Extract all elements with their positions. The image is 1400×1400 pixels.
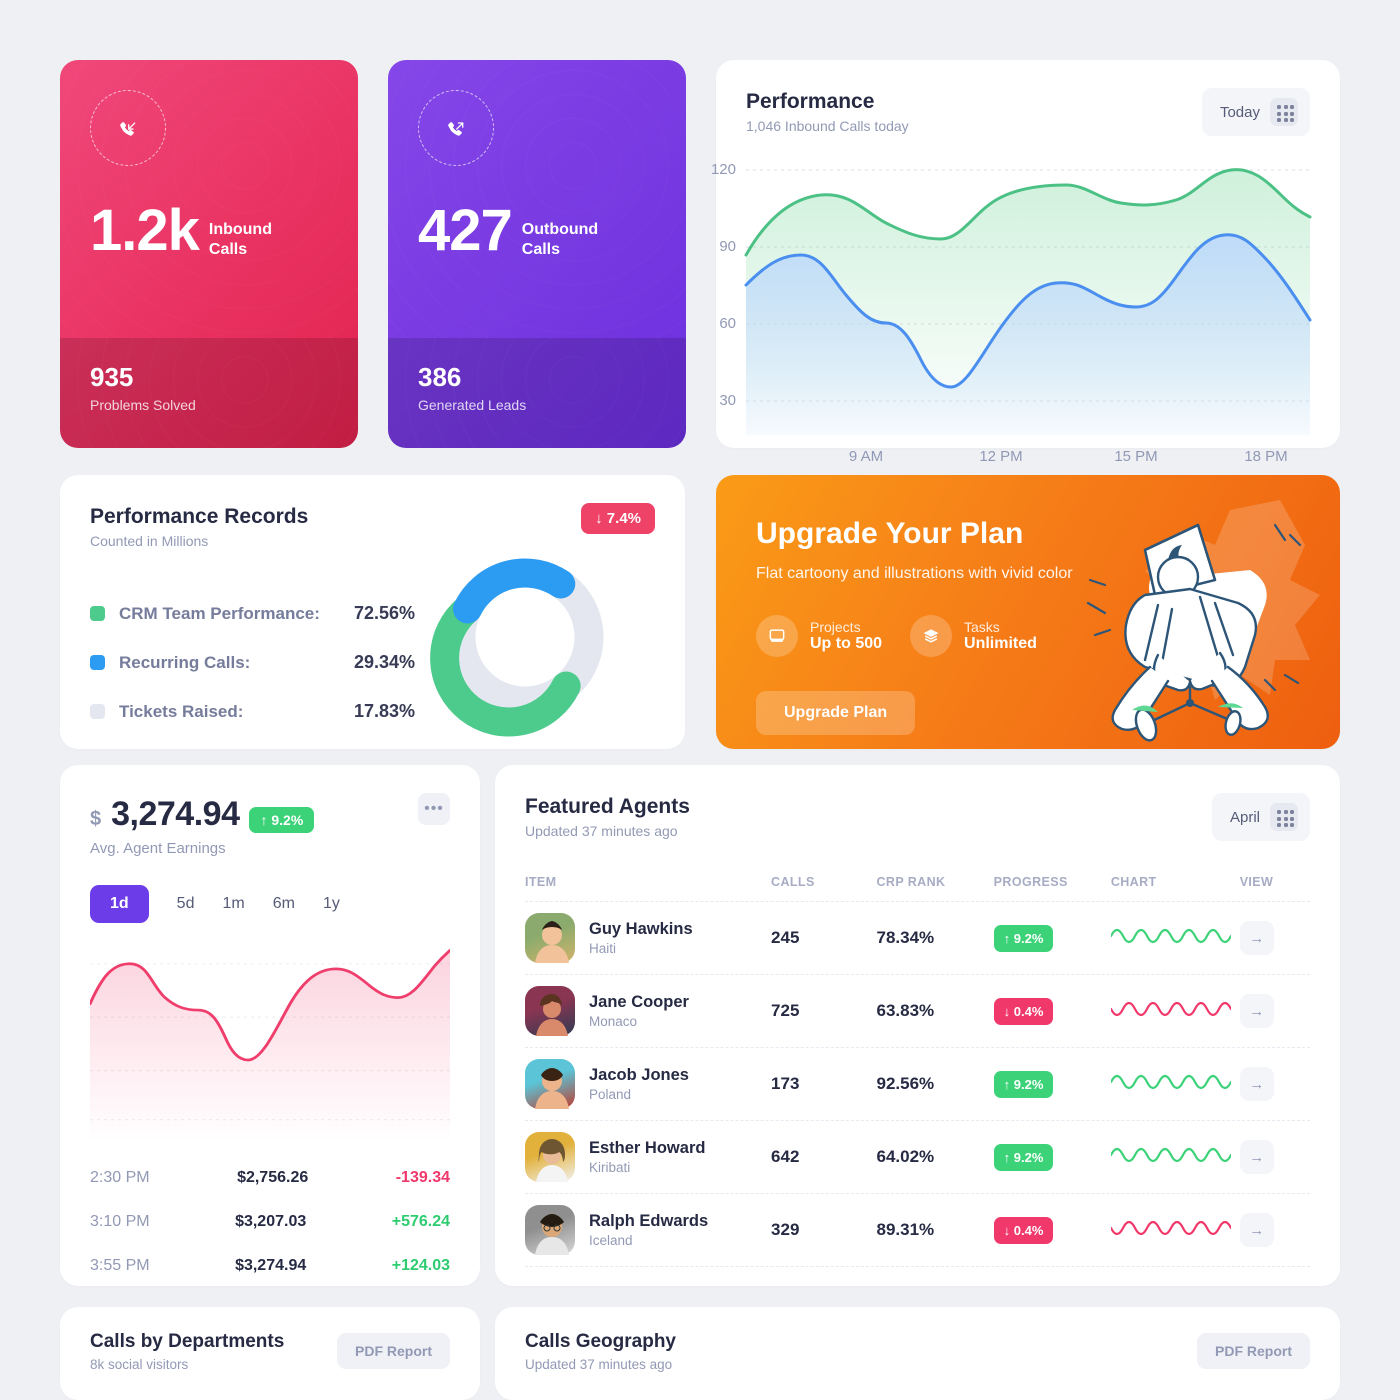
svg-text:18 PM: 18 PM	[1244, 448, 1287, 465]
svg-text:120: 120	[711, 161, 736, 178]
svg-text:15 PM: 15 PM	[1114, 448, 1157, 465]
svg-text:12 PM: 12 PM	[979, 448, 1022, 465]
svg-text:90: 90	[719, 238, 736, 255]
svg-text:9 AM: 9 AM	[849, 448, 883, 465]
svg-text:30: 30	[719, 392, 736, 409]
svg-text:60: 60	[719, 315, 736, 332]
